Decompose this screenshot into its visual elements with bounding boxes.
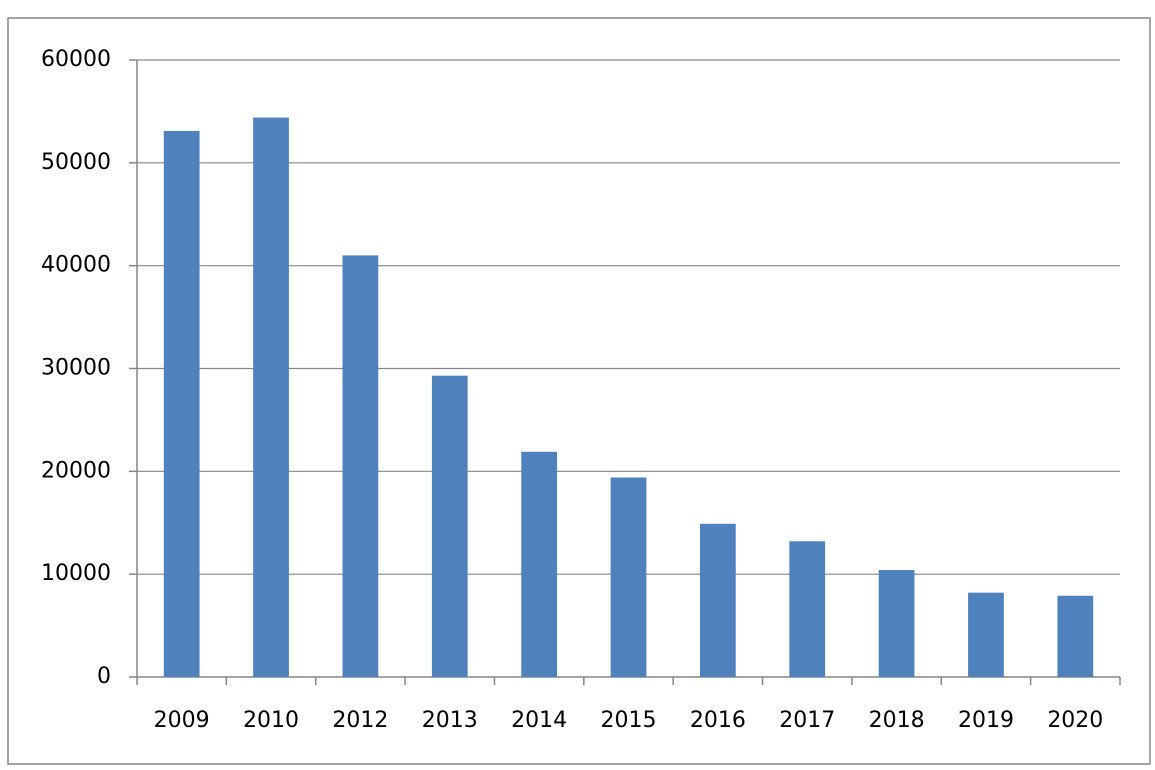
bar [699,523,736,677]
y-tick-label: 0 [97,664,111,689]
x-tick-label: 2014 [511,708,567,733]
x-tick-label: 2018 [869,708,925,733]
bar [253,117,289,677]
bar [789,541,826,677]
x-tick-label: 2015 [601,708,657,733]
bar [1057,595,1094,677]
bar [610,477,647,677]
x-tick-label: 2010 [243,708,299,733]
x-tick-label: 2013 [422,708,478,733]
x-tick-label: 2017 [779,708,835,733]
bar [342,255,379,677]
bar [163,130,200,677]
bar [431,375,468,677]
x-tick-label: 2019 [958,708,1014,733]
y-tick-label: 60000 [41,47,111,72]
y-tick-label: 20000 [41,458,111,483]
y-tick-label: 50000 [41,150,111,175]
x-tick-label: 2009 [154,708,210,733]
bar [878,570,915,677]
x-tick-label: 2020 [1047,708,1103,733]
y-tick-label: 30000 [41,356,111,381]
x-tick-label: 2012 [332,708,388,733]
y-tick-label: 40000 [41,253,111,278]
bar [521,451,558,677]
bar [968,592,1004,677]
x-tick-label: 2016 [690,708,746,733]
y-tick-label: 10000 [41,561,111,586]
